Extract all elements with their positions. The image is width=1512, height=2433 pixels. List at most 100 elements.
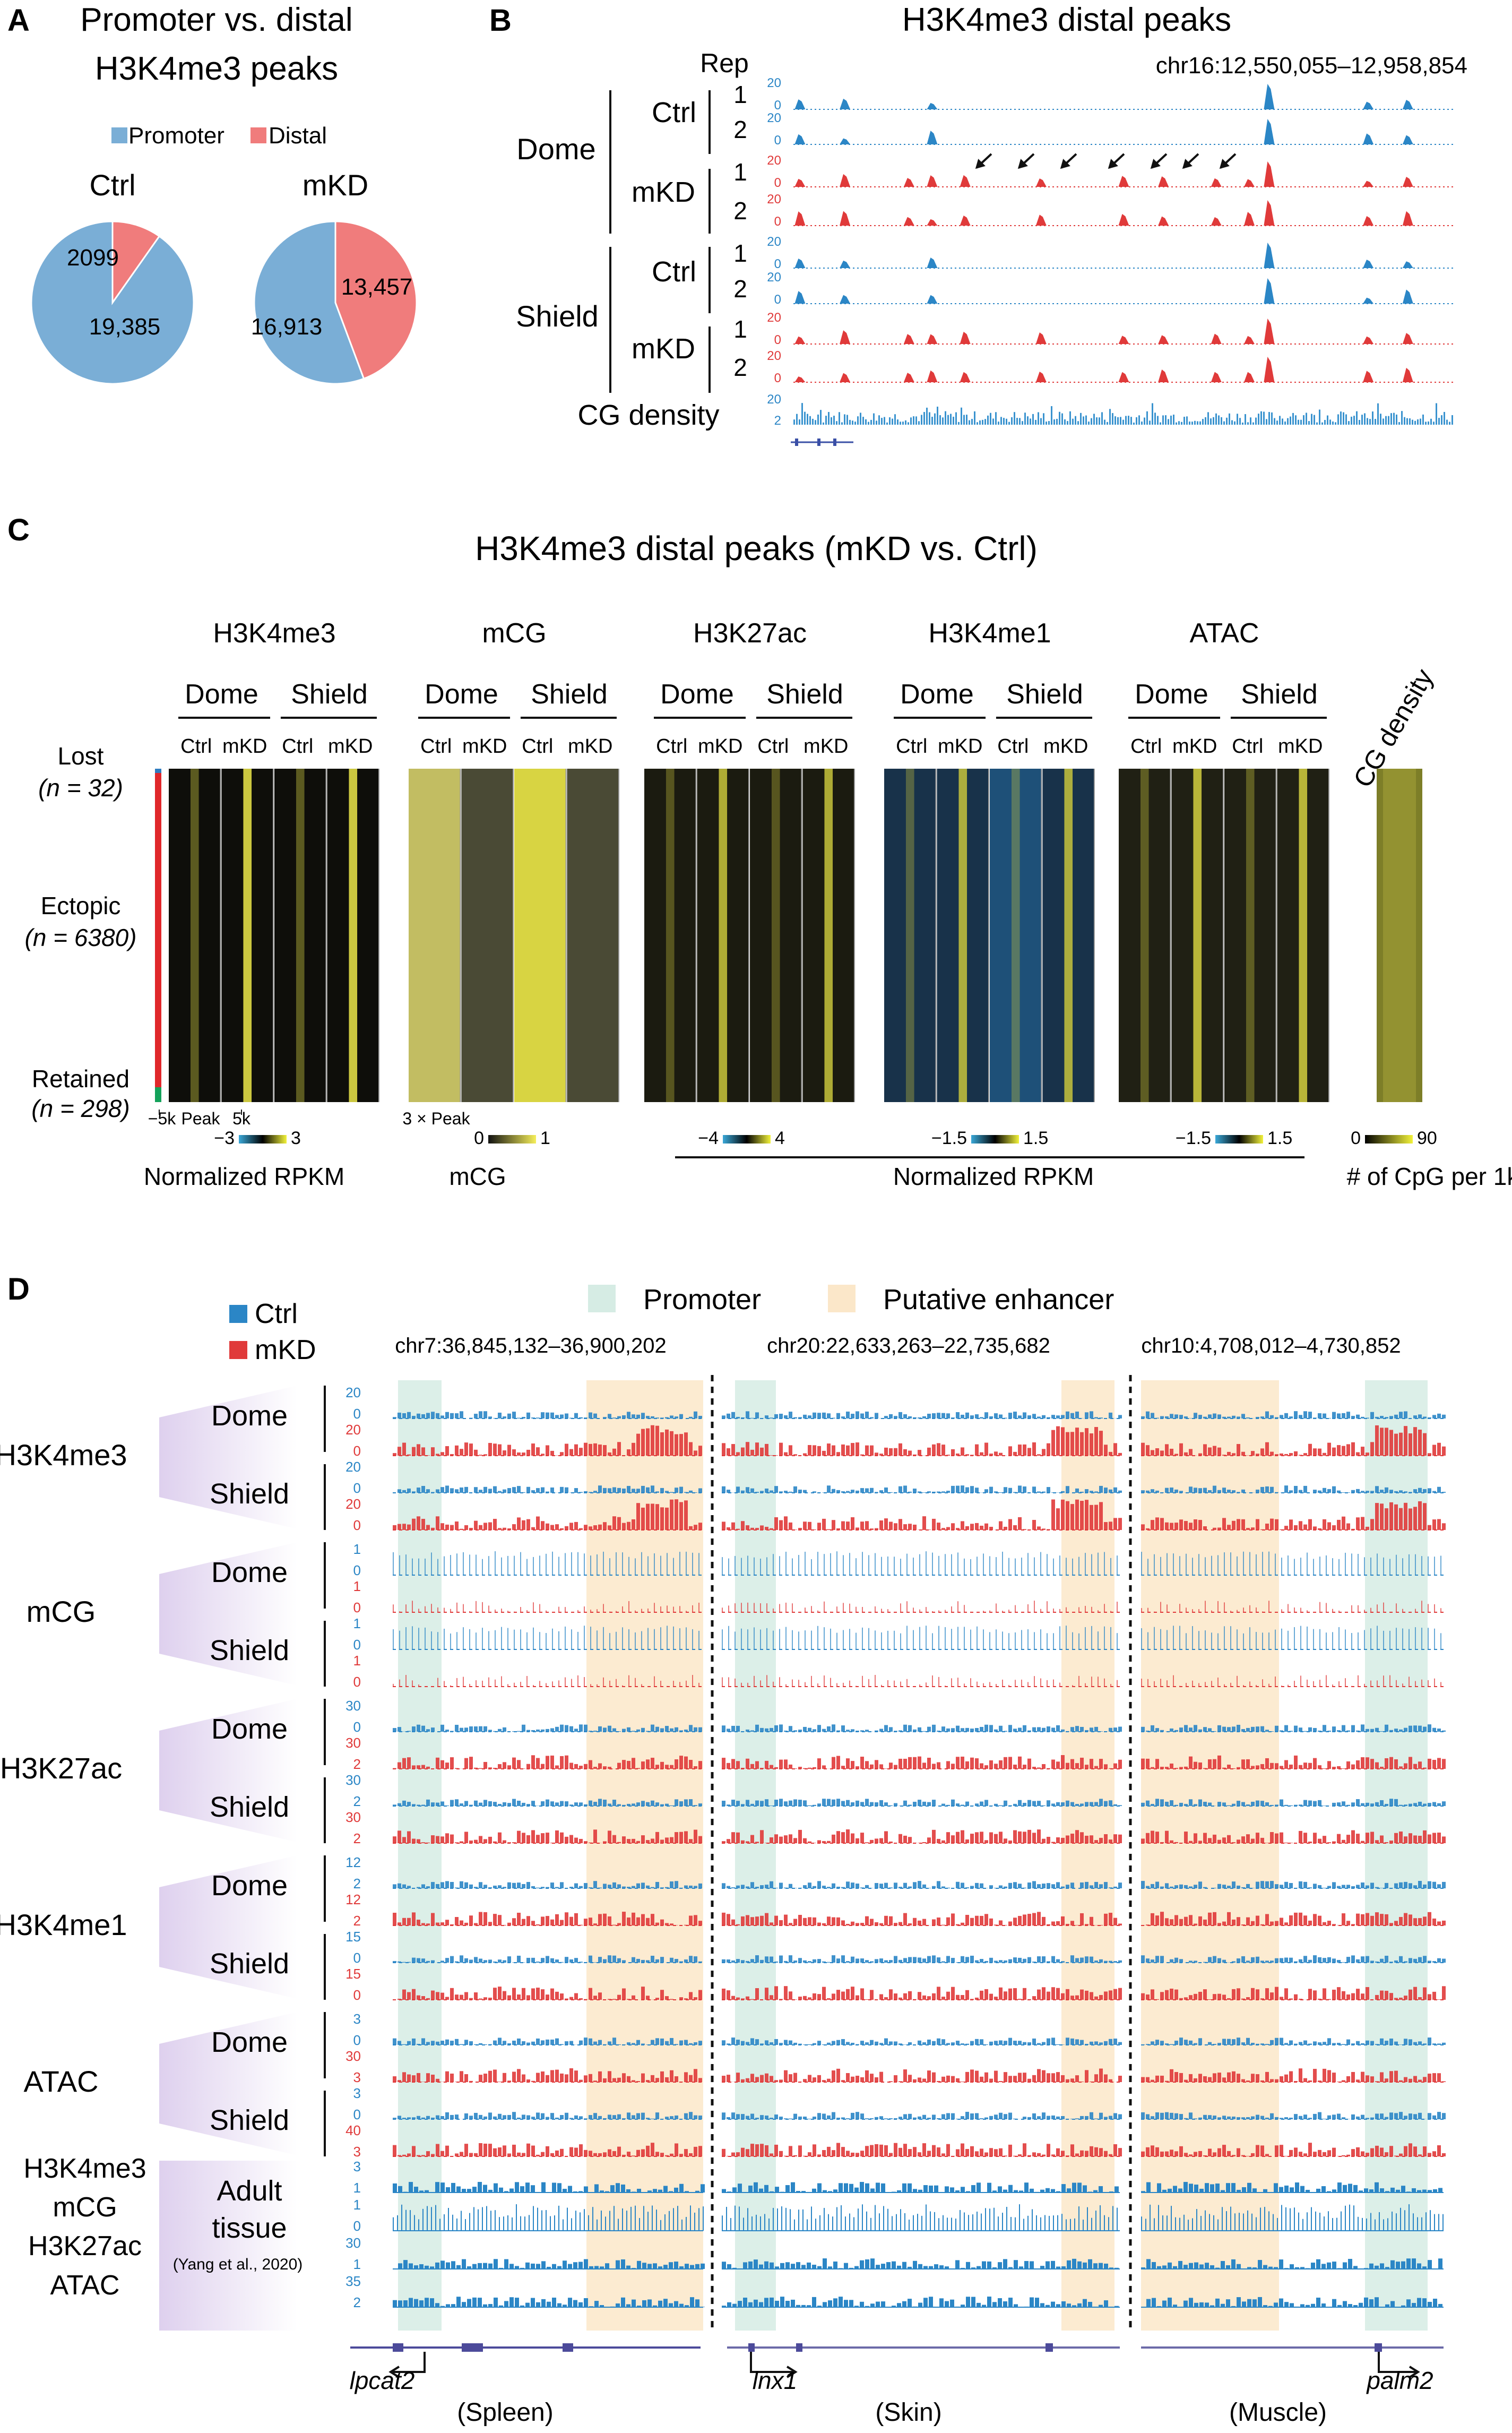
rep-number: 1 (733, 239, 747, 267)
track-signal (636, 2040, 640, 2045)
track-signal (507, 1555, 508, 1575)
track-signal (1203, 1989, 1207, 2000)
track-signal (689, 1760, 693, 1769)
heatmap-peak-center (719, 769, 728, 1102)
track-signal (996, 1557, 997, 1575)
track-signal (1346, 1492, 1350, 1493)
track-signal (1284, 2185, 1289, 2193)
track-signal (517, 1760, 521, 1769)
track-signal (798, 1417, 802, 1418)
track-signal (1289, 1915, 1293, 1925)
track-signal (622, 1960, 626, 1963)
track-signal (1380, 1490, 1384, 1493)
track-signal (407, 1757, 411, 1769)
track-signal (1023, 1958, 1026, 1963)
track-signal (764, 2185, 768, 2193)
track-signal (1418, 1836, 1422, 1843)
track-signal (793, 2155, 797, 2156)
track-signal (1075, 1958, 1079, 1963)
track-signal (894, 1523, 897, 1530)
track-signal (1147, 1607, 1148, 1612)
track-signal (1037, 2069, 1041, 2082)
track-signal (894, 1630, 895, 1649)
track-signal (970, 2113, 974, 2119)
heatmap-shield-label: Shield (1241, 679, 1318, 710)
track-signal (856, 1838, 859, 1843)
track-signal (961, 2143, 964, 2156)
track-signal (1013, 1830, 1017, 1843)
track-signal (1099, 1731, 1103, 1732)
track-signal (421, 1725, 425, 1732)
track-signal (922, 2143, 926, 2156)
track-signal (636, 1883, 640, 1888)
track-signal (999, 1492, 1003, 1493)
track-signal (894, 1492, 897, 1493)
track-signal (1213, 1413, 1216, 1418)
track-signal (486, 2206, 487, 2231)
mark-stage-wedge (159, 1542, 297, 1686)
track-signal (836, 1413, 840, 1418)
track-signal (675, 1416, 678, 1418)
track-signal (801, 2191, 806, 2193)
track-signal (851, 1956, 854, 1963)
track-signal (1118, 2076, 1122, 2082)
track-signal (694, 1886, 697, 1888)
cg-density-bar (1157, 416, 1159, 425)
track-signal (1442, 1986, 1446, 2000)
track-signal (660, 2038, 664, 2045)
track-signal (440, 1882, 444, 1888)
track-signal (660, 1488, 664, 1493)
track-signal (673, 1681, 674, 1687)
track-signal (793, 1417, 797, 1418)
track-signal (1118, 2114, 1122, 2119)
track-signal (879, 1994, 883, 2000)
track-signal (903, 1882, 907, 1888)
track-signal (692, 1629, 693, 1649)
track-signal (1299, 1959, 1302, 1963)
track-signal (741, 1558, 742, 1575)
track-signal (417, 1920, 420, 1925)
track-signal (1289, 1519, 1293, 1530)
heatmap-divider (460, 769, 461, 1102)
track-signal (918, 1417, 921, 1418)
track-signal (555, 1524, 559, 1530)
track-scale-min: 0 (353, 2032, 361, 2048)
track-signal (593, 1923, 597, 1925)
track-signal (552, 1551, 553, 1575)
track-signal (1332, 1632, 1333, 1649)
track-signal (531, 1490, 535, 1493)
cg-density-bar (870, 419, 872, 425)
track-signal (1061, 2151, 1065, 2156)
shield-mkd-label: mKD (632, 333, 695, 365)
track-signal (1442, 1881, 1446, 1888)
track-signal (903, 2069, 907, 2082)
track-signal (1222, 1885, 1226, 1888)
track-scale-max: 15 (345, 1929, 361, 1945)
cg-density-bar (1266, 419, 1267, 425)
track-signal (1256, 1519, 1259, 1530)
track-signal (1146, 2044, 1150, 2045)
track-signal (1327, 1842, 1331, 1843)
track-signal (784, 1516, 788, 1530)
track-signal (412, 1416, 416, 1418)
track-signal (1224, 1552, 1225, 1575)
track-signal (622, 1552, 623, 1575)
track-signal (1155, 2040, 1159, 2045)
track-signal (651, 1956, 654, 1963)
track-signal (813, 1491, 816, 1493)
track-signal (906, 1601, 908, 1612)
track-signal (875, 2117, 878, 2119)
cg-density-bar (1032, 414, 1034, 425)
track-signal (436, 1992, 439, 2000)
cg-density-bar (1356, 411, 1358, 425)
track-signal (984, 1412, 988, 1418)
track-signal (1061, 2075, 1065, 2082)
track-signal (1217, 1755, 1221, 1769)
cg-density-bar (1372, 411, 1373, 425)
track-signal (1210, 2184, 1214, 2193)
track-signal (1070, 1759, 1074, 1769)
track-signal (1155, 1881, 1159, 1888)
track-signal (531, 1830, 535, 1843)
track-signal (908, 2149, 912, 2156)
track-signal (774, 1915, 778, 1925)
